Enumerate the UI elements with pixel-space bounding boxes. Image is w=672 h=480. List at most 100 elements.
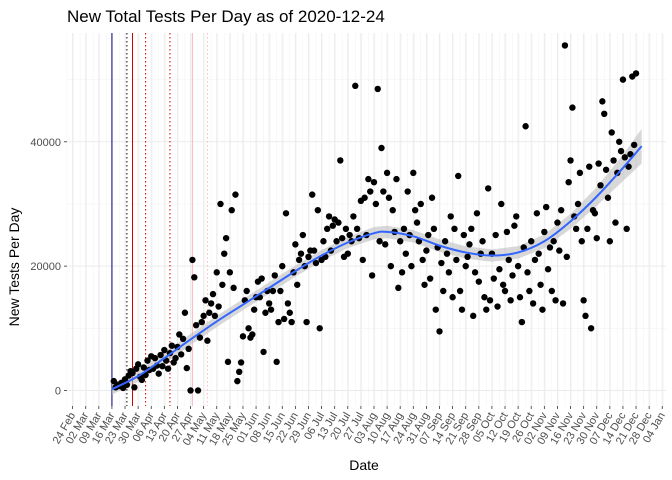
data-point [279, 262, 286, 270]
data-point [559, 300, 567, 307]
y-tick-label: 20000 [30, 261, 61, 273]
data-point [587, 325, 595, 332]
data-point [206, 309, 213, 316]
data-point [176, 331, 183, 338]
data-point [144, 357, 151, 364]
data-point [303, 318, 310, 326]
data-point [447, 213, 454, 220]
data-point [352, 82, 359, 90]
data-point [449, 294, 456, 301]
data-point [432, 306, 439, 313]
grid-major [67, 33, 666, 406]
data-point [181, 309, 189, 316]
data-point [494, 303, 501, 310]
data-point [419, 256, 426, 264]
data-point [408, 262, 415, 270]
data-point [426, 275, 434, 282]
data-point [183, 364, 190, 372]
data-point [484, 185, 492, 192]
data-point [417, 200, 424, 208]
data-point [456, 287, 464, 295]
data-point [411, 206, 419, 214]
data-point [499, 281, 507, 288]
data-point [513, 213, 520, 220]
data-point [625, 163, 632, 170]
data-point [413, 219, 421, 226]
data-point [202, 297, 209, 304]
data-point [533, 210, 541, 217]
data-point [129, 369, 136, 377]
data-point [440, 287, 447, 295]
data-point [576, 169, 584, 177]
data-point [436, 328, 443, 335]
data-point [177, 351, 185, 358]
data-point [501, 287, 509, 295]
data-point [535, 250, 542, 257]
data-point [288, 318, 295, 326]
data-point [376, 238, 383, 245]
y-axis-ticks: 0 20000 40000 [30, 137, 67, 397]
data-point [460, 231, 468, 239]
data-point [550, 238, 557, 245]
data-point [509, 272, 516, 279]
data-point [632, 70, 640, 77]
y-axis-title: New Tests Per Day [6, 208, 22, 327]
data-point [490, 275, 497, 282]
data-point [621, 154, 629, 161]
data-point [249, 331, 256, 338]
data-point [492, 231, 499, 239]
data-point [273, 358, 280, 366]
data-point [395, 284, 402, 292]
data-point [617, 147, 625, 155]
data-point [221, 250, 228, 257]
data-point [410, 169, 417, 177]
data-point [179, 335, 187, 343]
data-point [383, 169, 391, 177]
data-point [402, 250, 410, 257]
data-point [286, 309, 293, 316]
data-point [372, 200, 380, 208]
data-point [237, 359, 245, 366]
data-point [320, 238, 327, 245]
data-point [385, 194, 393, 201]
x-axis-title: Date [349, 457, 379, 473]
data-point [382, 241, 389, 248]
data-point [365, 175, 372, 183]
data-point [164, 365, 172, 372]
data-point [250, 306, 258, 313]
data-point [275, 318, 282, 326]
data-point [415, 238, 423, 245]
data-point [265, 300, 273, 307]
data-point [314, 206, 322, 214]
data-point [602, 166, 610, 173]
data-point [258, 275, 265, 282]
data-point [234, 377, 241, 385]
data-point [597, 182, 604, 189]
data-point [329, 222, 337, 229]
data-point [425, 231, 432, 239]
data-point [443, 250, 451, 257]
data-point [245, 325, 252, 332]
data-point [522, 123, 529, 130]
data-point [505, 256, 512, 264]
data-point [471, 269, 479, 276]
data-point [441, 238, 449, 245]
data-point [280, 315, 288, 323]
data-point [466, 241, 473, 248]
data-point [140, 364, 147, 371]
data-point [185, 345, 192, 353]
data-point [309, 191, 316, 198]
data-point [155, 370, 162, 377]
data-point [151, 354, 159, 362]
data-point [630, 141, 638, 149]
data-point [217, 200, 224, 208]
data-point [282, 210, 290, 217]
data-point [367, 188, 374, 195]
data-point [623, 225, 630, 233]
data-point [438, 259, 445, 267]
data-point [232, 191, 239, 198]
data-point [389, 206, 396, 214]
data-point [297, 250, 305, 257]
data-point [228, 206, 235, 214]
data-point [159, 363, 166, 370]
